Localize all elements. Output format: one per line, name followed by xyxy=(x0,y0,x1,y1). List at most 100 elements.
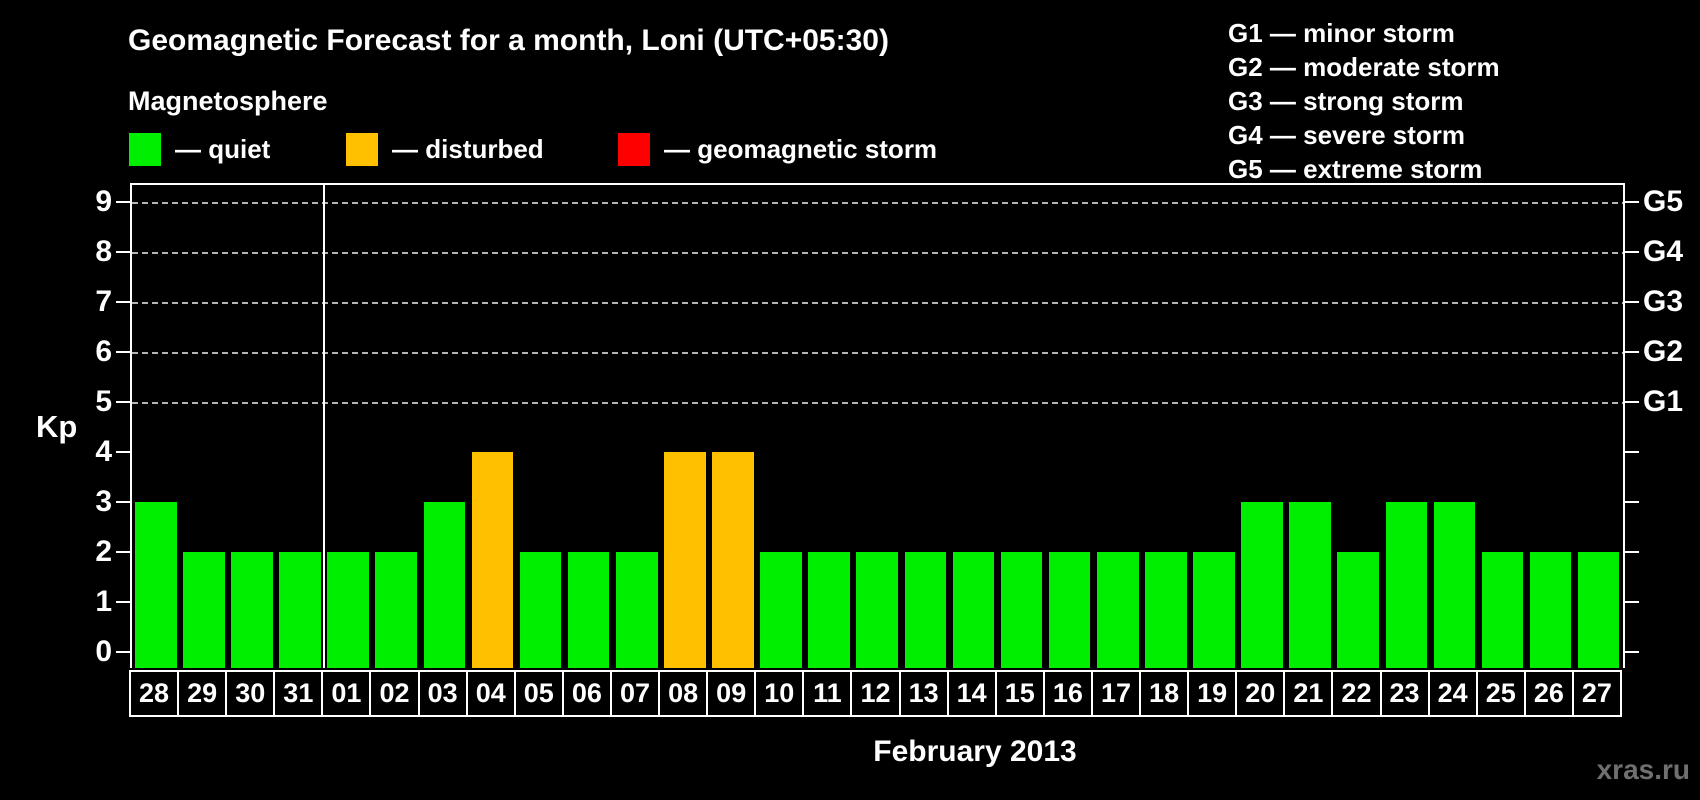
bar-day-31 xyxy=(279,552,321,668)
bar-day-06 xyxy=(567,552,610,668)
right-tick-4 xyxy=(1625,451,1639,453)
day-label-14: 14 xyxy=(946,670,997,717)
day-label-05: 05 xyxy=(513,670,564,717)
bar-day-23 xyxy=(1385,502,1428,668)
bar-day-10 xyxy=(760,552,802,668)
left-tick-7 xyxy=(116,301,130,303)
left-tick-3 xyxy=(116,501,130,503)
day-label-17: 17 xyxy=(1090,670,1142,717)
y-tick-label-2: 2 xyxy=(95,535,112,568)
day-label-13: 13 xyxy=(898,670,949,717)
day-label-20: 20 xyxy=(1235,670,1286,717)
bar-day-30 xyxy=(231,552,273,668)
day-label-15: 15 xyxy=(994,670,1045,717)
g-scale-label-G5: G5 xyxy=(1643,185,1684,218)
left-tick-1 xyxy=(116,601,130,603)
storm-scale-line-4: G4 — severe storm xyxy=(1228,120,1466,150)
legend-label-storm: — geomagnetic storm xyxy=(664,134,938,164)
left-tick-6 xyxy=(116,351,130,353)
right-tick-0 xyxy=(1625,651,1639,653)
day-label-02: 02 xyxy=(369,670,420,717)
y-tick-label-7: 7 xyxy=(95,285,112,318)
bar-day-21 xyxy=(1289,502,1331,668)
x-axis-title: February 2013 xyxy=(873,735,1077,768)
bar-day-04 xyxy=(471,452,514,668)
bar-day-12 xyxy=(856,552,899,668)
month-separator xyxy=(323,185,326,668)
bar-day-08 xyxy=(664,452,706,668)
bar-day-28 xyxy=(135,502,177,668)
legend-item-disturbed: — disturbed xyxy=(346,133,544,166)
day-label-10: 10 xyxy=(754,670,805,717)
y-axis-title: Kp xyxy=(36,409,78,444)
bar-day-01 xyxy=(327,552,369,668)
left-tick-8 xyxy=(116,251,130,253)
day-label-06: 06 xyxy=(561,670,612,717)
g-scale-label-G4: G4 xyxy=(1643,235,1684,268)
day-label-29: 29 xyxy=(177,670,228,717)
day-label-03: 03 xyxy=(417,670,468,717)
day-label-31: 31 xyxy=(273,670,324,717)
right-tick-9 xyxy=(1625,201,1639,203)
legend-item-quiet: — quiet xyxy=(129,133,270,166)
bar-day-16 xyxy=(1048,552,1091,668)
y-tick-label-0: 0 xyxy=(95,635,112,668)
day-label-24: 24 xyxy=(1427,670,1478,717)
bar-day-11 xyxy=(808,552,850,668)
day-label-19: 19 xyxy=(1187,670,1238,717)
day-label-21: 21 xyxy=(1283,670,1334,717)
right-tick-5 xyxy=(1625,401,1639,403)
day-label-04: 04 xyxy=(465,670,516,717)
y-tick-label-3: 3 xyxy=(95,485,112,518)
legend-label-disturbed: — disturbed xyxy=(392,134,544,164)
day-label-28: 28 xyxy=(129,670,180,717)
storm-swatch xyxy=(618,133,650,166)
right-tick-3 xyxy=(1625,501,1639,503)
y-tick-label-9: 9 xyxy=(95,185,112,218)
quiet-swatch xyxy=(129,133,161,166)
bar-day-29 xyxy=(183,552,225,668)
chart-title: Geomagnetic Forecast for a month, Loni (… xyxy=(128,24,889,57)
bar-day-02 xyxy=(375,552,418,668)
y-tick-label-4: 4 xyxy=(95,435,112,468)
bar-day-14 xyxy=(952,552,995,668)
storm-scale-line-5: G5 — extreme storm xyxy=(1228,154,1483,184)
y-tick-label-1: 1 xyxy=(95,585,112,618)
left-tick-0 xyxy=(116,651,130,653)
bar-day-15 xyxy=(1000,552,1043,668)
day-label-12: 12 xyxy=(850,670,901,717)
right-tick-8 xyxy=(1625,251,1639,253)
bar-day-05 xyxy=(519,552,562,668)
day-label-18: 18 xyxy=(1139,670,1190,717)
day-label-16: 16 xyxy=(1042,670,1093,717)
day-label-26: 26 xyxy=(1523,670,1574,717)
day-label-01: 01 xyxy=(321,670,372,717)
day-label-08: 08 xyxy=(658,670,709,717)
bar-day-24 xyxy=(1433,502,1476,668)
day-label-30: 30 xyxy=(225,670,276,717)
watermark-link[interactable]: xras.ru xyxy=(1596,754,1690,785)
left-tick-2 xyxy=(116,551,130,553)
y-tick-label-5: 5 xyxy=(95,385,112,418)
right-tick-7 xyxy=(1625,301,1639,303)
storm-scale-line-1: G1 — minor storm xyxy=(1228,18,1455,48)
right-tick-1 xyxy=(1625,601,1639,603)
storm-scale-line-3: G3 — strong storm xyxy=(1228,86,1464,116)
bar-day-19 xyxy=(1193,552,1235,668)
g-scale-label-G3: G3 xyxy=(1643,285,1684,318)
bar-day-18 xyxy=(1145,552,1187,668)
legend-item-storm: — geomagnetic storm xyxy=(618,133,937,166)
day-label-23: 23 xyxy=(1379,670,1430,717)
storm-scale-line-2: G2 — moderate storm xyxy=(1228,52,1500,82)
day-label-09: 09 xyxy=(706,670,757,717)
y-tick-label-6: 6 xyxy=(95,335,112,368)
bar-day-22 xyxy=(1337,552,1379,668)
day-label-11: 11 xyxy=(802,670,853,717)
bar-day-17 xyxy=(1096,552,1139,668)
disturbed-swatch xyxy=(346,133,378,166)
bar-day-13 xyxy=(904,552,947,668)
bar-day-20 xyxy=(1241,502,1283,668)
gridline-kp-8 xyxy=(132,252,1623,254)
gridline-kp-6 xyxy=(132,352,1623,354)
gridline-kp-7 xyxy=(132,302,1623,304)
